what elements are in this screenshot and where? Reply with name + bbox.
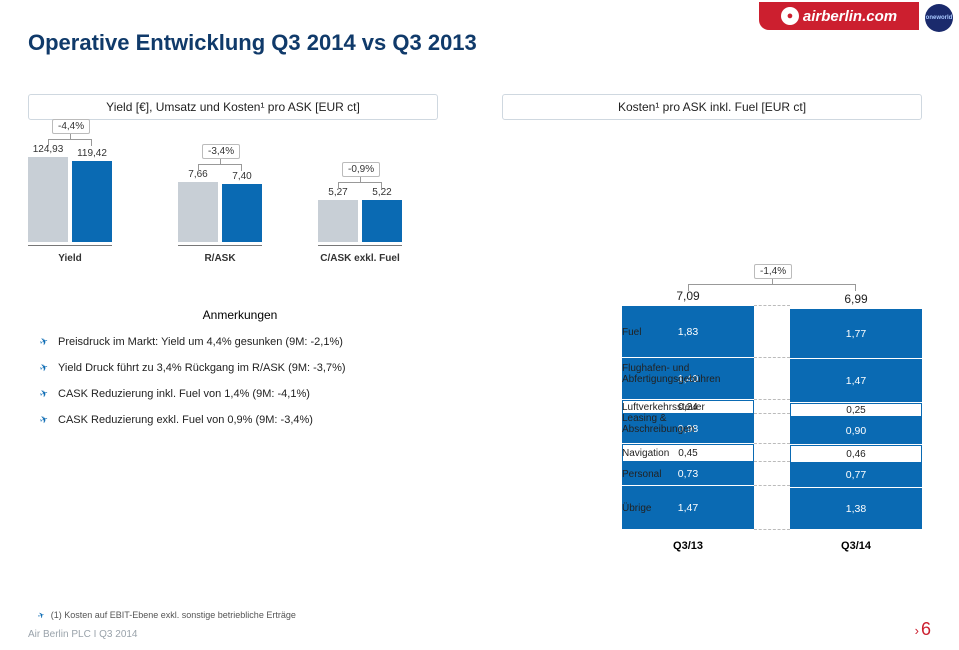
stacked-column: 1,771,470,250,900,460,771,386,99 — [790, 309, 922, 530]
annotations-heading: Anmerkungen — [40, 308, 440, 322]
segment-row-label: Navigation — [622, 448, 742, 459]
chevron-right-icon: › — [915, 623, 919, 638]
segment-row-label: Fuel — [622, 327, 742, 338]
bar-2014: 5,22 — [362, 200, 402, 242]
segment-row-label: Flughafen- undAbfertigungsgebühren — [622, 363, 742, 385]
right-chart-title: Kosten¹ pro ASK inkl. Fuel [EUR ct] — [502, 94, 922, 120]
column-total: 6,99 — [790, 292, 922, 309]
brand-header: ● airberlin.com oneworld — [709, 0, 959, 34]
bar-2013: 124,93 — [28, 157, 68, 242]
column-label: Q3/13 — [622, 540, 754, 552]
bar-2014: 119,42 — [72, 161, 112, 242]
axis-label: C/ASK exkl. Fuel — [318, 253, 402, 264]
annotation-item: CASK Reduzierung inkl. Fuel von 1,4% (9M… — [40, 388, 440, 400]
segment: 0,25 — [790, 403, 922, 417]
segment-row-label: Leasing &Abschreibungen — [622, 413, 742, 435]
annotation-item: Preisdruck im Markt: Yield um 4,4% gesun… — [40, 336, 440, 348]
bar-2014: 7,40 — [222, 184, 262, 242]
brand-logo: ● airberlin.com — [759, 2, 919, 30]
bar-2013: 7,66 — [178, 182, 218, 242]
axis-label: Yield — [28, 253, 112, 264]
bar-2013: 5,27 — [318, 200, 358, 242]
column-label: Q3/14 — [790, 540, 922, 552]
segment: 0,77 — [790, 463, 922, 488]
left-bar-chart: 124,93119,42-4,4%Yield7,667,40-3,4%R/ASK… — [28, 128, 438, 268]
footer-left: Air Berlin PLC I Q3 2014 — [28, 629, 138, 640]
segment: 1,77 — [790, 309, 922, 359]
pct-badge: -3,4% — [202, 144, 240, 159]
annotation-item: CASK Reduzierung exkl. Fuel von 0,9% (9M… — [40, 414, 440, 426]
annotations-list: Preisdruck im Markt: Yield um 4,4% gesun… — [40, 336, 440, 426]
segment: 0,90 — [790, 417, 922, 445]
segment-row-label: Luftverkehrssteuer — [622, 402, 742, 413]
pct-badge: -0,9% — [342, 162, 380, 177]
pct-badge: -4,4% — [52, 119, 90, 134]
segment: 1,47 — [790, 359, 922, 403]
axis-label: R/ASK — [178, 253, 262, 264]
annotation-item: Yield Druck führt zu 3,4% Rückgang im R/… — [40, 362, 440, 374]
column-total: 7,09 — [622, 289, 754, 306]
segment: 1,38 — [790, 488, 922, 530]
footnote: (1) Kosten auf EBIT-Ebene exkl. sonstige… — [38, 610, 296, 620]
left-chart-title: Yield [€], Umsatz und Kosten¹ pro ASK [E… — [28, 94, 438, 120]
annotations-panel: Anmerkungen Preisdruck im Markt: Yield u… — [40, 308, 440, 440]
page-title: Operative Entwicklung Q3 2014 vs Q3 2013 — [28, 30, 477, 56]
segment: 0,46 — [790, 445, 922, 463]
logo-dot-icon: ● — [781, 7, 799, 25]
pct-badge: -1,4% — [754, 264, 792, 279]
oneworld-badge: oneworld — [925, 4, 953, 32]
brand-name: airberlin.com — [803, 8, 897, 25]
right-stacked-chart: 1,831,400,240,980,450,731,477,09Q3/131,7… — [502, 126, 922, 556]
footer-page: ›6 — [915, 619, 931, 640]
segment-row-label: Personal — [622, 469, 742, 480]
segment-row-label: Übrige — [622, 503, 742, 514]
